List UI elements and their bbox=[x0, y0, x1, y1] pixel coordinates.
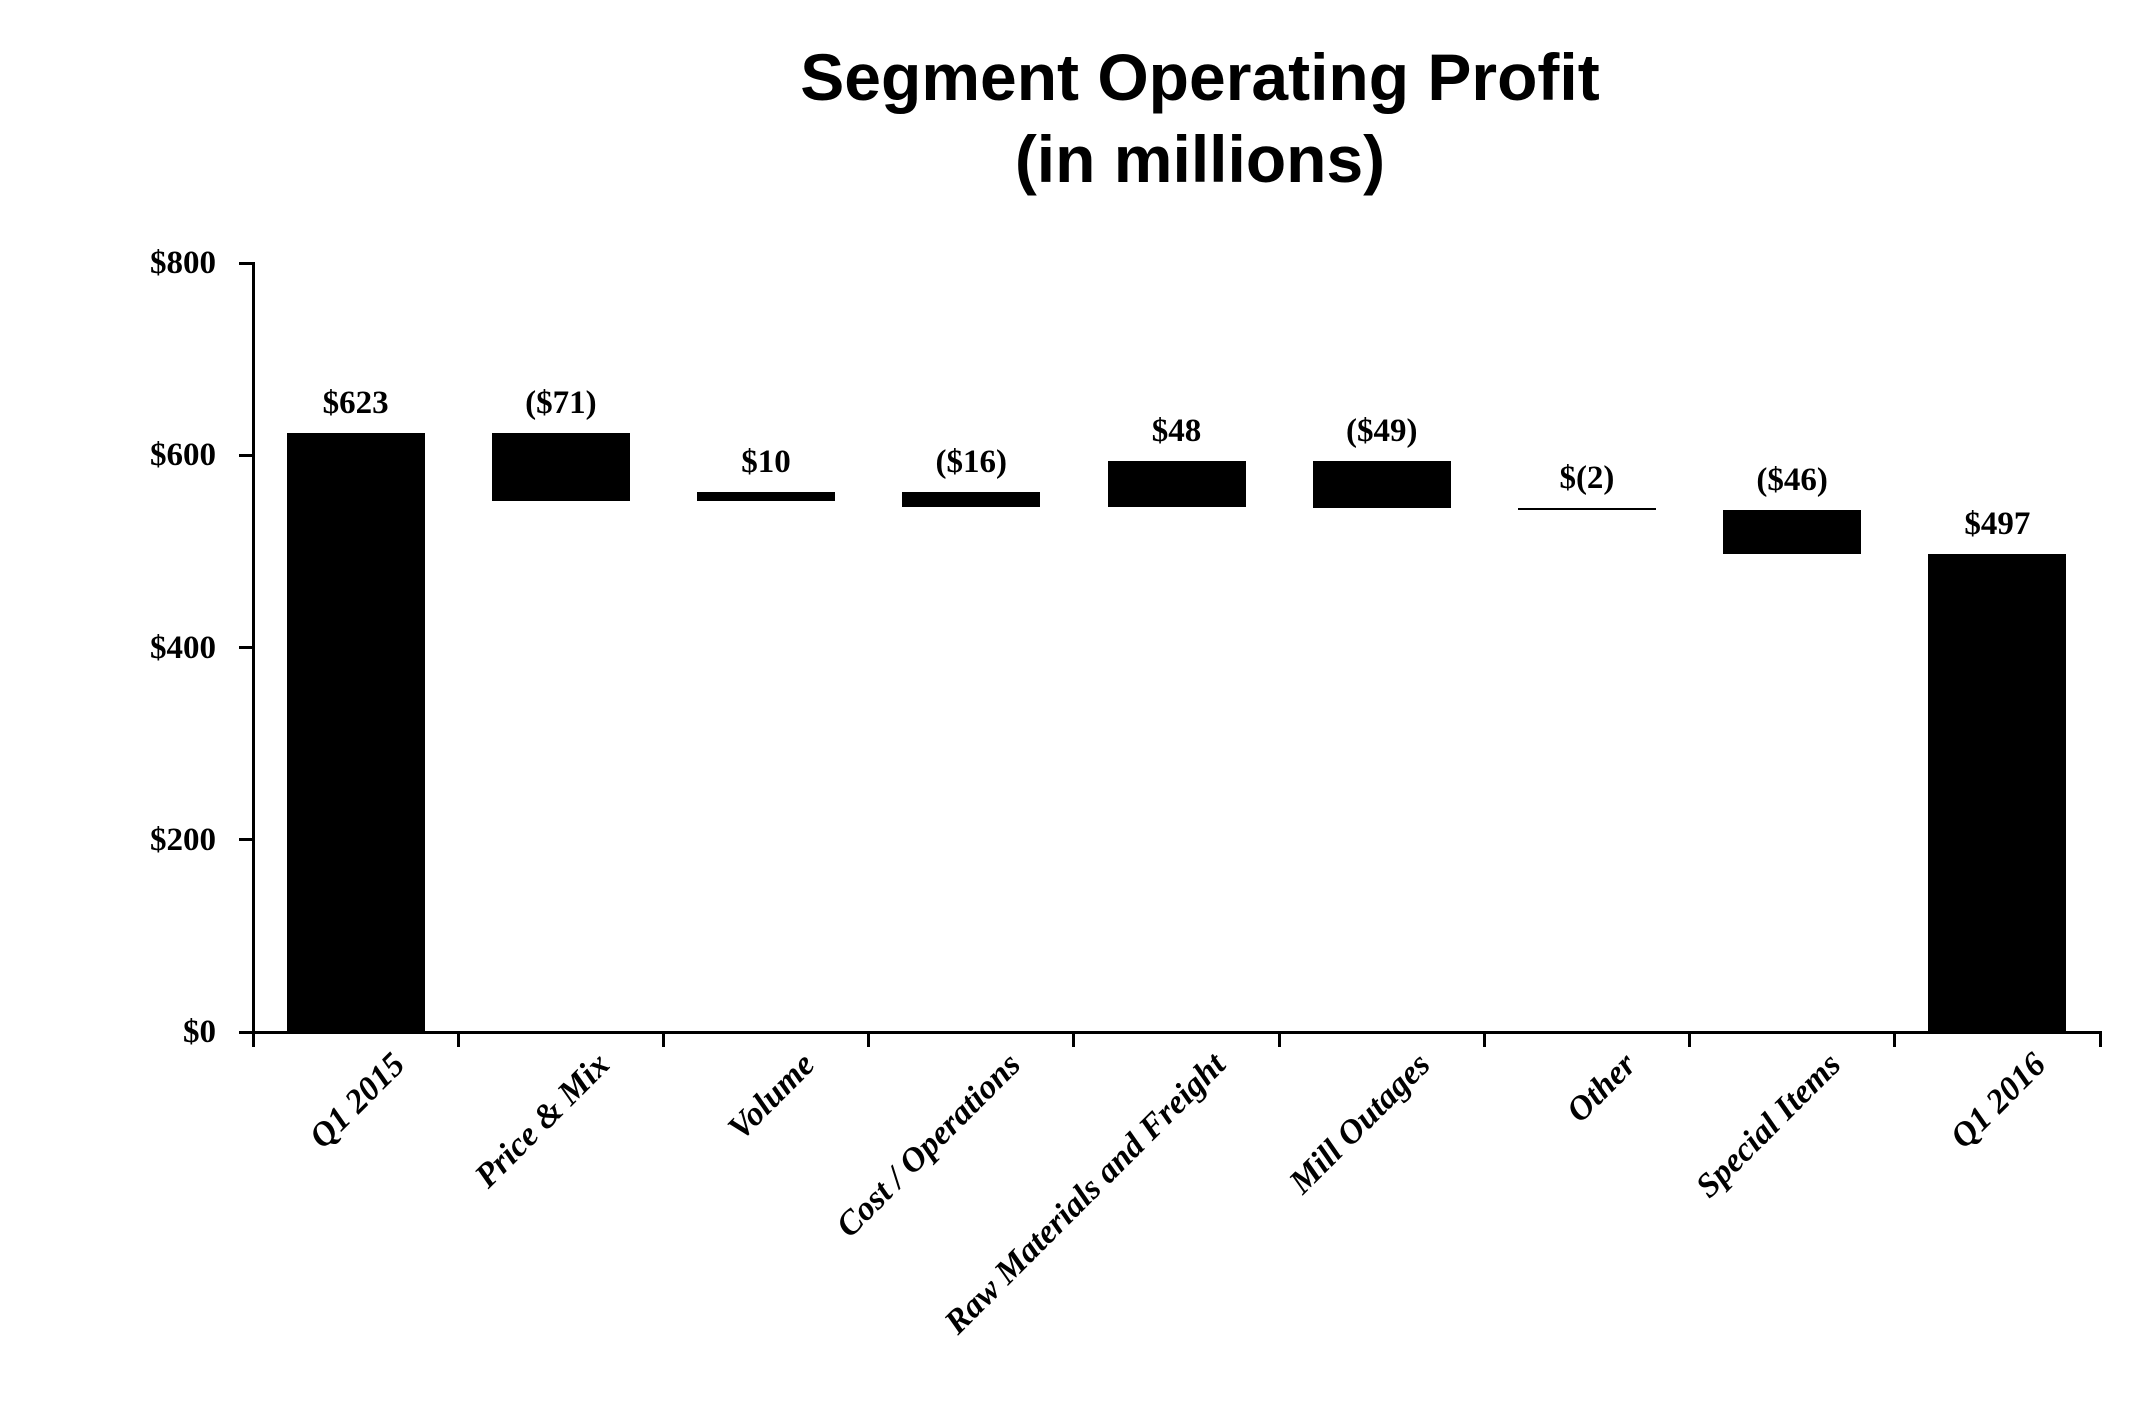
y-tick-label: $400 bbox=[150, 629, 216, 666]
x-tick bbox=[1277, 1033, 1281, 1047]
value-label-special-items: ($46) bbox=[1756, 462, 1828, 499]
x-category-label-volume: Volume bbox=[721, 1046, 823, 1147]
waterfall-bar-q1-2015 bbox=[286, 433, 425, 1032]
value-label-mill-outages: ($49) bbox=[1345, 413, 1418, 450]
value-label-raw-materials-and-freight: $48 bbox=[1151, 413, 1202, 450]
x-category-label-other: Other bbox=[1559, 1046, 1644, 1130]
y-tick bbox=[239, 261, 253, 265]
waterfall-bar-other bbox=[1517, 508, 1656, 511]
chart-title: Segment Operating Profit (in millions) bbox=[271, 36, 2129, 200]
x-category-label-mill-outages: Mill Outages bbox=[1282, 1046, 1438, 1202]
value-label-q1-2016: $497 bbox=[1964, 506, 2031, 543]
value-label-volume: $10 bbox=[741, 443, 791, 480]
waterfall-bar-volume bbox=[697, 491, 836, 502]
x-tick bbox=[1072, 1033, 1076, 1047]
x-tick bbox=[661, 1033, 665, 1047]
y-tick bbox=[239, 453, 253, 457]
x-tick bbox=[251, 1033, 255, 1047]
y-tick-label: $200 bbox=[150, 821, 216, 858]
value-label-price-mix: ($71) bbox=[525, 385, 597, 422]
x-category-label-special-items: Special Items bbox=[1689, 1046, 1849, 1206]
waterfall-bar-mill-outages bbox=[1312, 461, 1451, 509]
y-tick bbox=[239, 646, 253, 649]
y-tick bbox=[239, 1030, 253, 1034]
value-label-q1-2015: $623 bbox=[322, 385, 389, 422]
x-category-label-cost-operations: Cost / Operations bbox=[828, 1046, 1028, 1245]
y-tick-label: $600 bbox=[150, 437, 216, 474]
x-tick bbox=[1482, 1033, 1486, 1047]
x-tick bbox=[2098, 1033, 2102, 1047]
chart-title-line1: Segment Operating Profit bbox=[800, 40, 1600, 114]
y-axis-line bbox=[251, 261, 255, 1034]
value-label-other: $(2) bbox=[1559, 460, 1615, 497]
x-category-label-q1-2016: Q1 2016 bbox=[1943, 1046, 2054, 1156]
x-axis-line bbox=[251, 1030, 2102, 1034]
waterfall-bar-special-items bbox=[1723, 510, 1862, 555]
x-tick bbox=[456, 1033, 460, 1047]
waterfall-bar-q1-2016 bbox=[1928, 554, 2067, 1032]
waterfall-bar-price-mix bbox=[491, 433, 630, 502]
waterfall-bar-raw-materials-and-freight bbox=[1107, 461, 1246, 508]
x-tick bbox=[867, 1033, 871, 1047]
y-tick bbox=[239, 838, 253, 842]
y-tick-label: $0 bbox=[183, 1014, 216, 1050]
value-label-cost-operations: ($16) bbox=[935, 443, 1007, 480]
x-category-label-price-mix: Price & Mix bbox=[467, 1046, 618, 1196]
chart-title-line2: (in millions) bbox=[1014, 122, 1386, 196]
x-tick bbox=[1893, 1033, 1897, 1047]
x-category-label-q1-2015: Q1 2015 bbox=[302, 1046, 412, 1156]
y-tick-label: $800 bbox=[150, 245, 216, 281]
x-tick bbox=[1688, 1033, 1692, 1047]
waterfall-bar-cost-operations bbox=[902, 491, 1041, 508]
